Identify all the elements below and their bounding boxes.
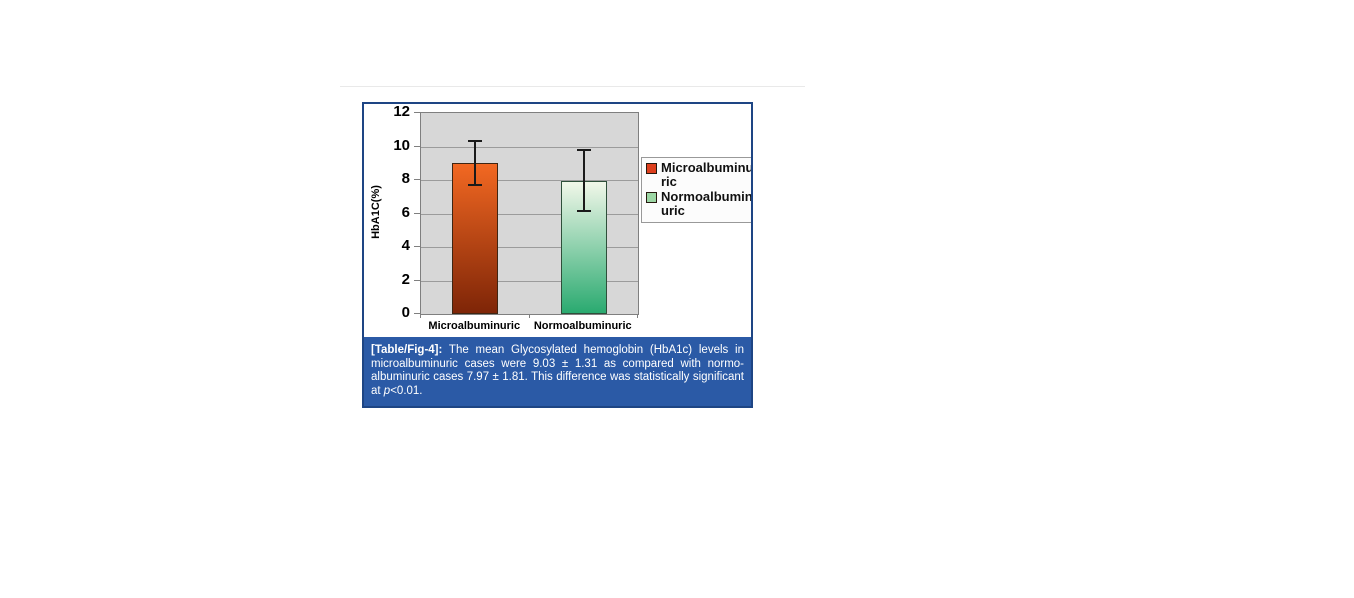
legend-item: Microalbuminu ric: [646, 161, 751, 189]
y-tick-label: 8: [401, 170, 410, 187]
y-tick-label: 4: [401, 237, 410, 254]
gridline: [421, 180, 638, 181]
y-tick-label: 2: [401, 270, 410, 288]
caption-text: The mean Glycosylated hemoglobin (HbA1c)…: [442, 344, 744, 356]
page-divider-line: [340, 86, 805, 87]
caption-line-4: at p<0.01.: [371, 385, 744, 399]
plot-area: [420, 112, 639, 315]
gridline: [421, 247, 638, 248]
figure-caption: [Table/Fig-4]: The mean Glycosylated hem…: [364, 337, 751, 406]
error-bar-cap-bottom: [576, 209, 591, 212]
x-category-label: Normoalbuminuric: [533, 320, 632, 332]
caption-text: albuminuric cases 7.97 ± 1.81. This diff…: [371, 371, 744, 383]
caption-line-3: albuminuric cases 7.97 ± 1.81. This diff…: [371, 371, 744, 385]
gridline: [421, 280, 638, 282]
y-tick-label: 0: [401, 304, 410, 321]
legend-item-label: Normoalbumin uric: [661, 189, 751, 218]
caption-text: <0.01.: [390, 384, 423, 397]
x-axis-tick: [420, 314, 421, 318]
gridline: [421, 213, 638, 215]
bar-chart: HbA1C(%) Microalbuminu ric Normoalbumin uri…: [364, 104, 751, 337]
y-tick-label: 10: [393, 136, 410, 154]
caption-text: at: [371, 384, 384, 397]
y-axis-tick: [414, 212, 420, 214]
caption-figure-label: [Table/Fig-4]:: [371, 344, 443, 356]
error-bar: [582, 150, 585, 211]
caption-p-italic: p: [383, 384, 391, 397]
y-tick-label: 12: [393, 104, 410, 120]
caption-line-2: microalbuminuric cases were 9.03 ± 1.31 …: [371, 358, 744, 372]
x-axis-tick: [637, 314, 638, 318]
error-bar-cap-top: [468, 139, 483, 142]
y-tick-label: 6: [401, 203, 410, 221]
y-axis-tick: [414, 246, 420, 247]
legend-item: Normoalbumin uric: [646, 190, 751, 218]
gridline: [421, 146, 638, 148]
legend-swatch-icon: [646, 192, 657, 203]
error-bar-cap-top: [576, 149, 591, 152]
y-axis-tick: [414, 112, 420, 113]
legend-item-label: Microalbuminu ric: [661, 160, 751, 189]
caption-text: microalbuminuric cases were 9.03 ± 1.31 …: [371, 357, 744, 370]
error-bar: [474, 140, 477, 185]
bar-microalbuminuric: [452, 162, 499, 314]
table-fig-4-figure: HbA1C(%) Microalbuminu ric Normoalbumin uri…: [362, 102, 753, 408]
y-axis-tick: [414, 145, 420, 147]
chart-legend: Microalbuminu ric Normoalbumin uric: [641, 157, 751, 223]
x-category-label: Microalbuminuric: [428, 320, 521, 332]
legend-swatch-icon: [646, 163, 657, 174]
y-axis-tick: [414, 179, 420, 180]
y-axis-tick: [414, 279, 420, 281]
caption-line-1: [Table/Fig-4]: The mean Glycosylated hem…: [371, 344, 744, 358]
error-bar-cap-bottom: [468, 183, 483, 186]
x-axis-tick: [528, 314, 530, 318]
y-axis-tick: [414, 313, 420, 314]
